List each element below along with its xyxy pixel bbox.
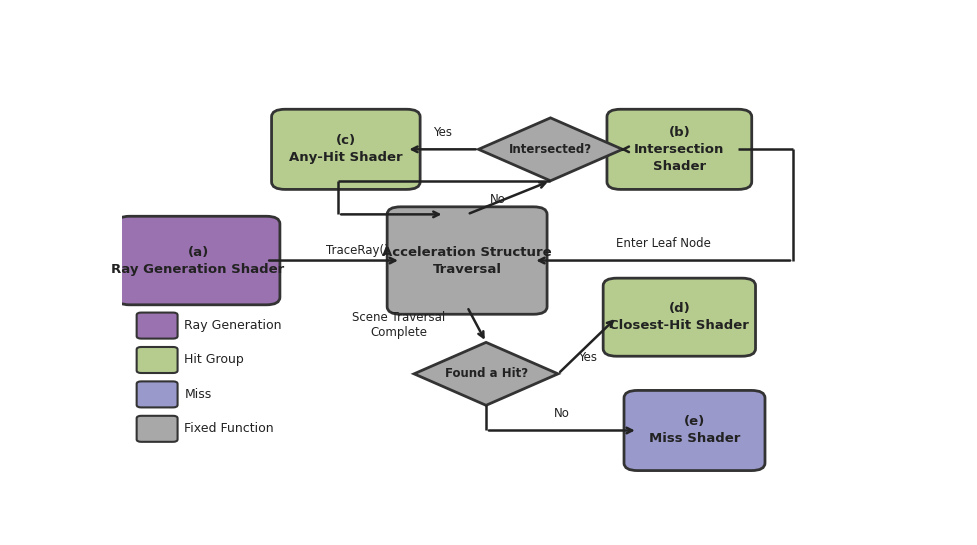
FancyBboxPatch shape — [623, 390, 764, 470]
Text: No: No — [489, 193, 505, 206]
FancyBboxPatch shape — [272, 109, 420, 190]
Text: No: No — [553, 407, 570, 420]
FancyBboxPatch shape — [116, 216, 279, 305]
Text: Found a Hit?: Found a Hit? — [445, 367, 527, 380]
Text: Enter Leaf Node: Enter Leaf Node — [616, 237, 710, 250]
Text: Yes: Yes — [577, 350, 596, 364]
FancyBboxPatch shape — [603, 278, 755, 356]
Text: TraceRay(): TraceRay() — [325, 244, 388, 257]
Text: Intersected?: Intersected? — [508, 143, 591, 156]
Text: Acceleration Structure
Traversal: Acceleration Structure Traversal — [382, 246, 551, 276]
Text: Fixed Function: Fixed Function — [185, 422, 274, 435]
Text: Ray Generation: Ray Generation — [185, 319, 281, 332]
Text: Hit Group: Hit Group — [185, 354, 244, 366]
Text: (c)
Any-Hit Shader: (c) Any-Hit Shader — [289, 134, 403, 165]
Polygon shape — [413, 342, 558, 405]
FancyBboxPatch shape — [137, 416, 178, 442]
Text: Scene Traversal
Complete: Scene Traversal Complete — [352, 311, 446, 338]
FancyBboxPatch shape — [387, 207, 546, 314]
Text: (a)
Ray Generation Shader: (a) Ray Generation Shader — [111, 246, 284, 276]
Polygon shape — [478, 118, 621, 181]
FancyBboxPatch shape — [137, 382, 178, 408]
Text: (d)
Closest-Hit Shader: (d) Closest-Hit Shader — [609, 302, 748, 332]
FancyBboxPatch shape — [137, 313, 178, 338]
Text: (b)
Intersection
Shader: (b) Intersection Shader — [633, 126, 724, 173]
FancyBboxPatch shape — [137, 347, 178, 373]
Text: Yes: Yes — [433, 126, 451, 139]
Text: Miss: Miss — [185, 388, 211, 401]
Text: (e)
Miss Shader: (e) Miss Shader — [648, 415, 740, 445]
FancyBboxPatch shape — [607, 109, 751, 190]
